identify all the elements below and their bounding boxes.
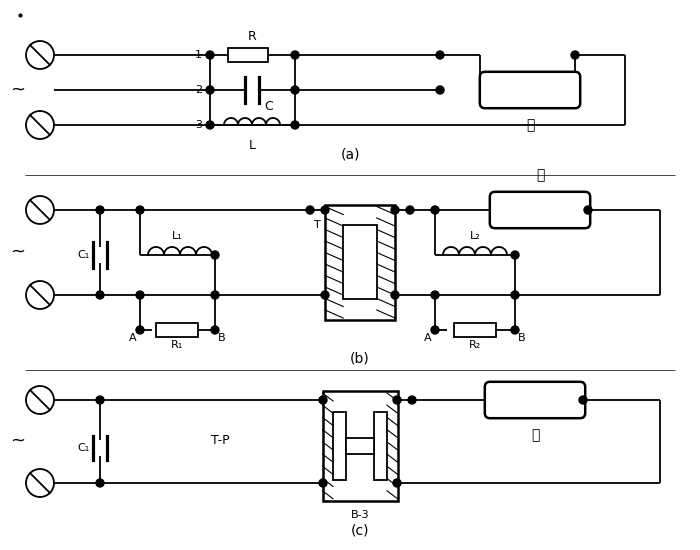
Circle shape	[136, 326, 144, 334]
Circle shape	[291, 121, 299, 129]
Circle shape	[584, 206, 592, 214]
Text: B: B	[218, 333, 225, 343]
FancyBboxPatch shape	[480, 72, 580, 108]
Circle shape	[431, 326, 439, 334]
Text: L₂: L₂	[470, 231, 480, 241]
Text: B: B	[518, 333, 526, 343]
Bar	[454, 323, 496, 337]
Text: 2: 2	[195, 85, 202, 95]
Circle shape	[291, 51, 299, 59]
Text: A: A	[424, 333, 432, 343]
Circle shape	[579, 396, 587, 404]
Circle shape	[136, 291, 144, 299]
Text: C₁: C₁	[78, 443, 90, 453]
Circle shape	[206, 51, 214, 59]
Text: C₁: C₁	[78, 250, 90, 260]
Circle shape	[511, 326, 519, 334]
Text: 灯: 灯	[536, 168, 544, 182]
Circle shape	[321, 291, 329, 299]
Circle shape	[136, 206, 144, 214]
Text: A: A	[130, 333, 137, 343]
Text: (c): (c)	[351, 523, 370, 537]
Circle shape	[431, 291, 439, 299]
Text: T: T	[314, 220, 321, 230]
Text: R: R	[248, 30, 256, 43]
Circle shape	[431, 206, 439, 214]
Circle shape	[571, 51, 579, 59]
Text: ~: ~	[10, 81, 25, 99]
Bar	[343, 224, 377, 299]
Circle shape	[206, 86, 214, 94]
Circle shape	[319, 396, 327, 404]
Circle shape	[211, 326, 219, 334]
Text: R₁: R₁	[171, 340, 183, 350]
Circle shape	[436, 51, 444, 59]
Text: C: C	[264, 100, 273, 113]
Circle shape	[319, 479, 327, 487]
Bar	[228, 48, 268, 62]
Bar	[374, 412, 387, 480]
Text: R₂: R₂	[469, 340, 481, 350]
Circle shape	[391, 291, 399, 299]
Text: 灯: 灯	[531, 428, 539, 442]
Circle shape	[96, 206, 104, 214]
Circle shape	[511, 291, 519, 299]
Circle shape	[96, 479, 104, 487]
Text: 1: 1	[195, 50, 202, 60]
Circle shape	[96, 396, 104, 404]
Circle shape	[436, 86, 444, 94]
Circle shape	[511, 251, 519, 259]
FancyBboxPatch shape	[485, 382, 585, 418]
Text: B-3: B-3	[351, 510, 370, 520]
Circle shape	[306, 206, 314, 214]
Text: L₁: L₁	[172, 231, 183, 241]
Circle shape	[206, 121, 214, 129]
Circle shape	[211, 291, 219, 299]
Bar	[346, 438, 375, 454]
Circle shape	[321, 206, 329, 214]
Circle shape	[211, 251, 219, 259]
Text: 3: 3	[195, 120, 202, 130]
Circle shape	[391, 206, 399, 214]
Circle shape	[96, 291, 104, 299]
Circle shape	[393, 396, 401, 404]
Text: (b): (b)	[350, 351, 370, 365]
Circle shape	[393, 479, 401, 487]
Text: L: L	[248, 139, 256, 152]
Bar	[156, 323, 198, 337]
FancyBboxPatch shape	[490, 192, 590, 228]
Text: (a): (a)	[340, 148, 360, 162]
Text: ~: ~	[10, 243, 25, 261]
Text: 灯: 灯	[526, 118, 534, 132]
Circle shape	[408, 396, 416, 404]
Text: T-P: T-P	[211, 434, 230, 448]
Bar	[325, 205, 395, 320]
Circle shape	[291, 86, 299, 94]
Bar	[333, 412, 346, 480]
Bar	[323, 391, 398, 501]
Text: ~: ~	[10, 432, 25, 450]
Circle shape	[406, 206, 414, 214]
